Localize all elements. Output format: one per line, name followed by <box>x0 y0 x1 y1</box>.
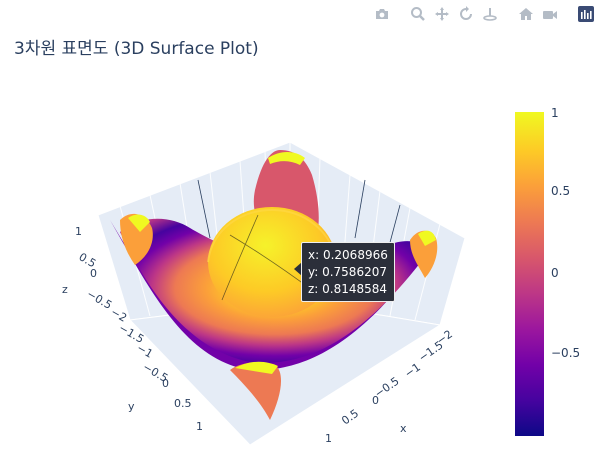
colorbar-tick-neg0.5: −0.5 <box>551 346 581 360</box>
y-tick-1: 1 <box>196 420 203 433</box>
z-tick-0: 0 <box>90 267 97 280</box>
turntable-icon[interactable] <box>480 4 500 24</box>
reset-camera-icon[interactable] <box>540 4 560 24</box>
y-tick-0.5: 0.5 <box>174 397 192 410</box>
zoom-icon[interactable] <box>408 4 428 24</box>
hover-x: x: 0.2068966 <box>308 248 388 262</box>
colorbar-tick-0.5: 0.5 <box>551 184 571 198</box>
hover-tooltip: x: 0.2068966 y: 0.7586207 z: 0.8148584 <box>301 242 395 302</box>
y-tick-0: 0 <box>162 377 169 390</box>
surface[interactable] <box>110 150 438 420</box>
modebar <box>372 4 596 24</box>
hover-y: y: 0.7586207 <box>308 265 387 279</box>
chart-title: 3차원 표면도 (3D Surface Plot) <box>14 39 259 59</box>
colorbar <box>515 112 544 436</box>
camera-icon[interactable] <box>372 4 392 24</box>
y-axis-label: y <box>128 400 135 413</box>
x-tick-0.5: 0.5 <box>339 407 361 428</box>
x-tick-1: 1 <box>325 432 332 445</box>
hover-z: z: 0.8148584 <box>308 282 388 296</box>
orbit-icon[interactable] <box>456 4 476 24</box>
pan-icon[interactable] <box>432 4 452 24</box>
hover-arrow <box>294 262 302 276</box>
x-tick-neg1: −1 <box>402 361 423 381</box>
plotly-logo-icon[interactable] <box>576 4 596 24</box>
z-tick-neg0.5: −0.5 <box>85 287 115 312</box>
home-icon[interactable] <box>516 4 536 24</box>
x-tick-0: 0 <box>372 394 379 407</box>
x-axis-label: x <box>400 422 407 435</box>
colorbar-tick-0: 0 <box>551 266 559 280</box>
colorbar-tick-1: 1 <box>551 106 559 120</box>
z-axis-label: z <box>62 283 68 296</box>
z-tick-1: 1 <box>75 225 82 238</box>
